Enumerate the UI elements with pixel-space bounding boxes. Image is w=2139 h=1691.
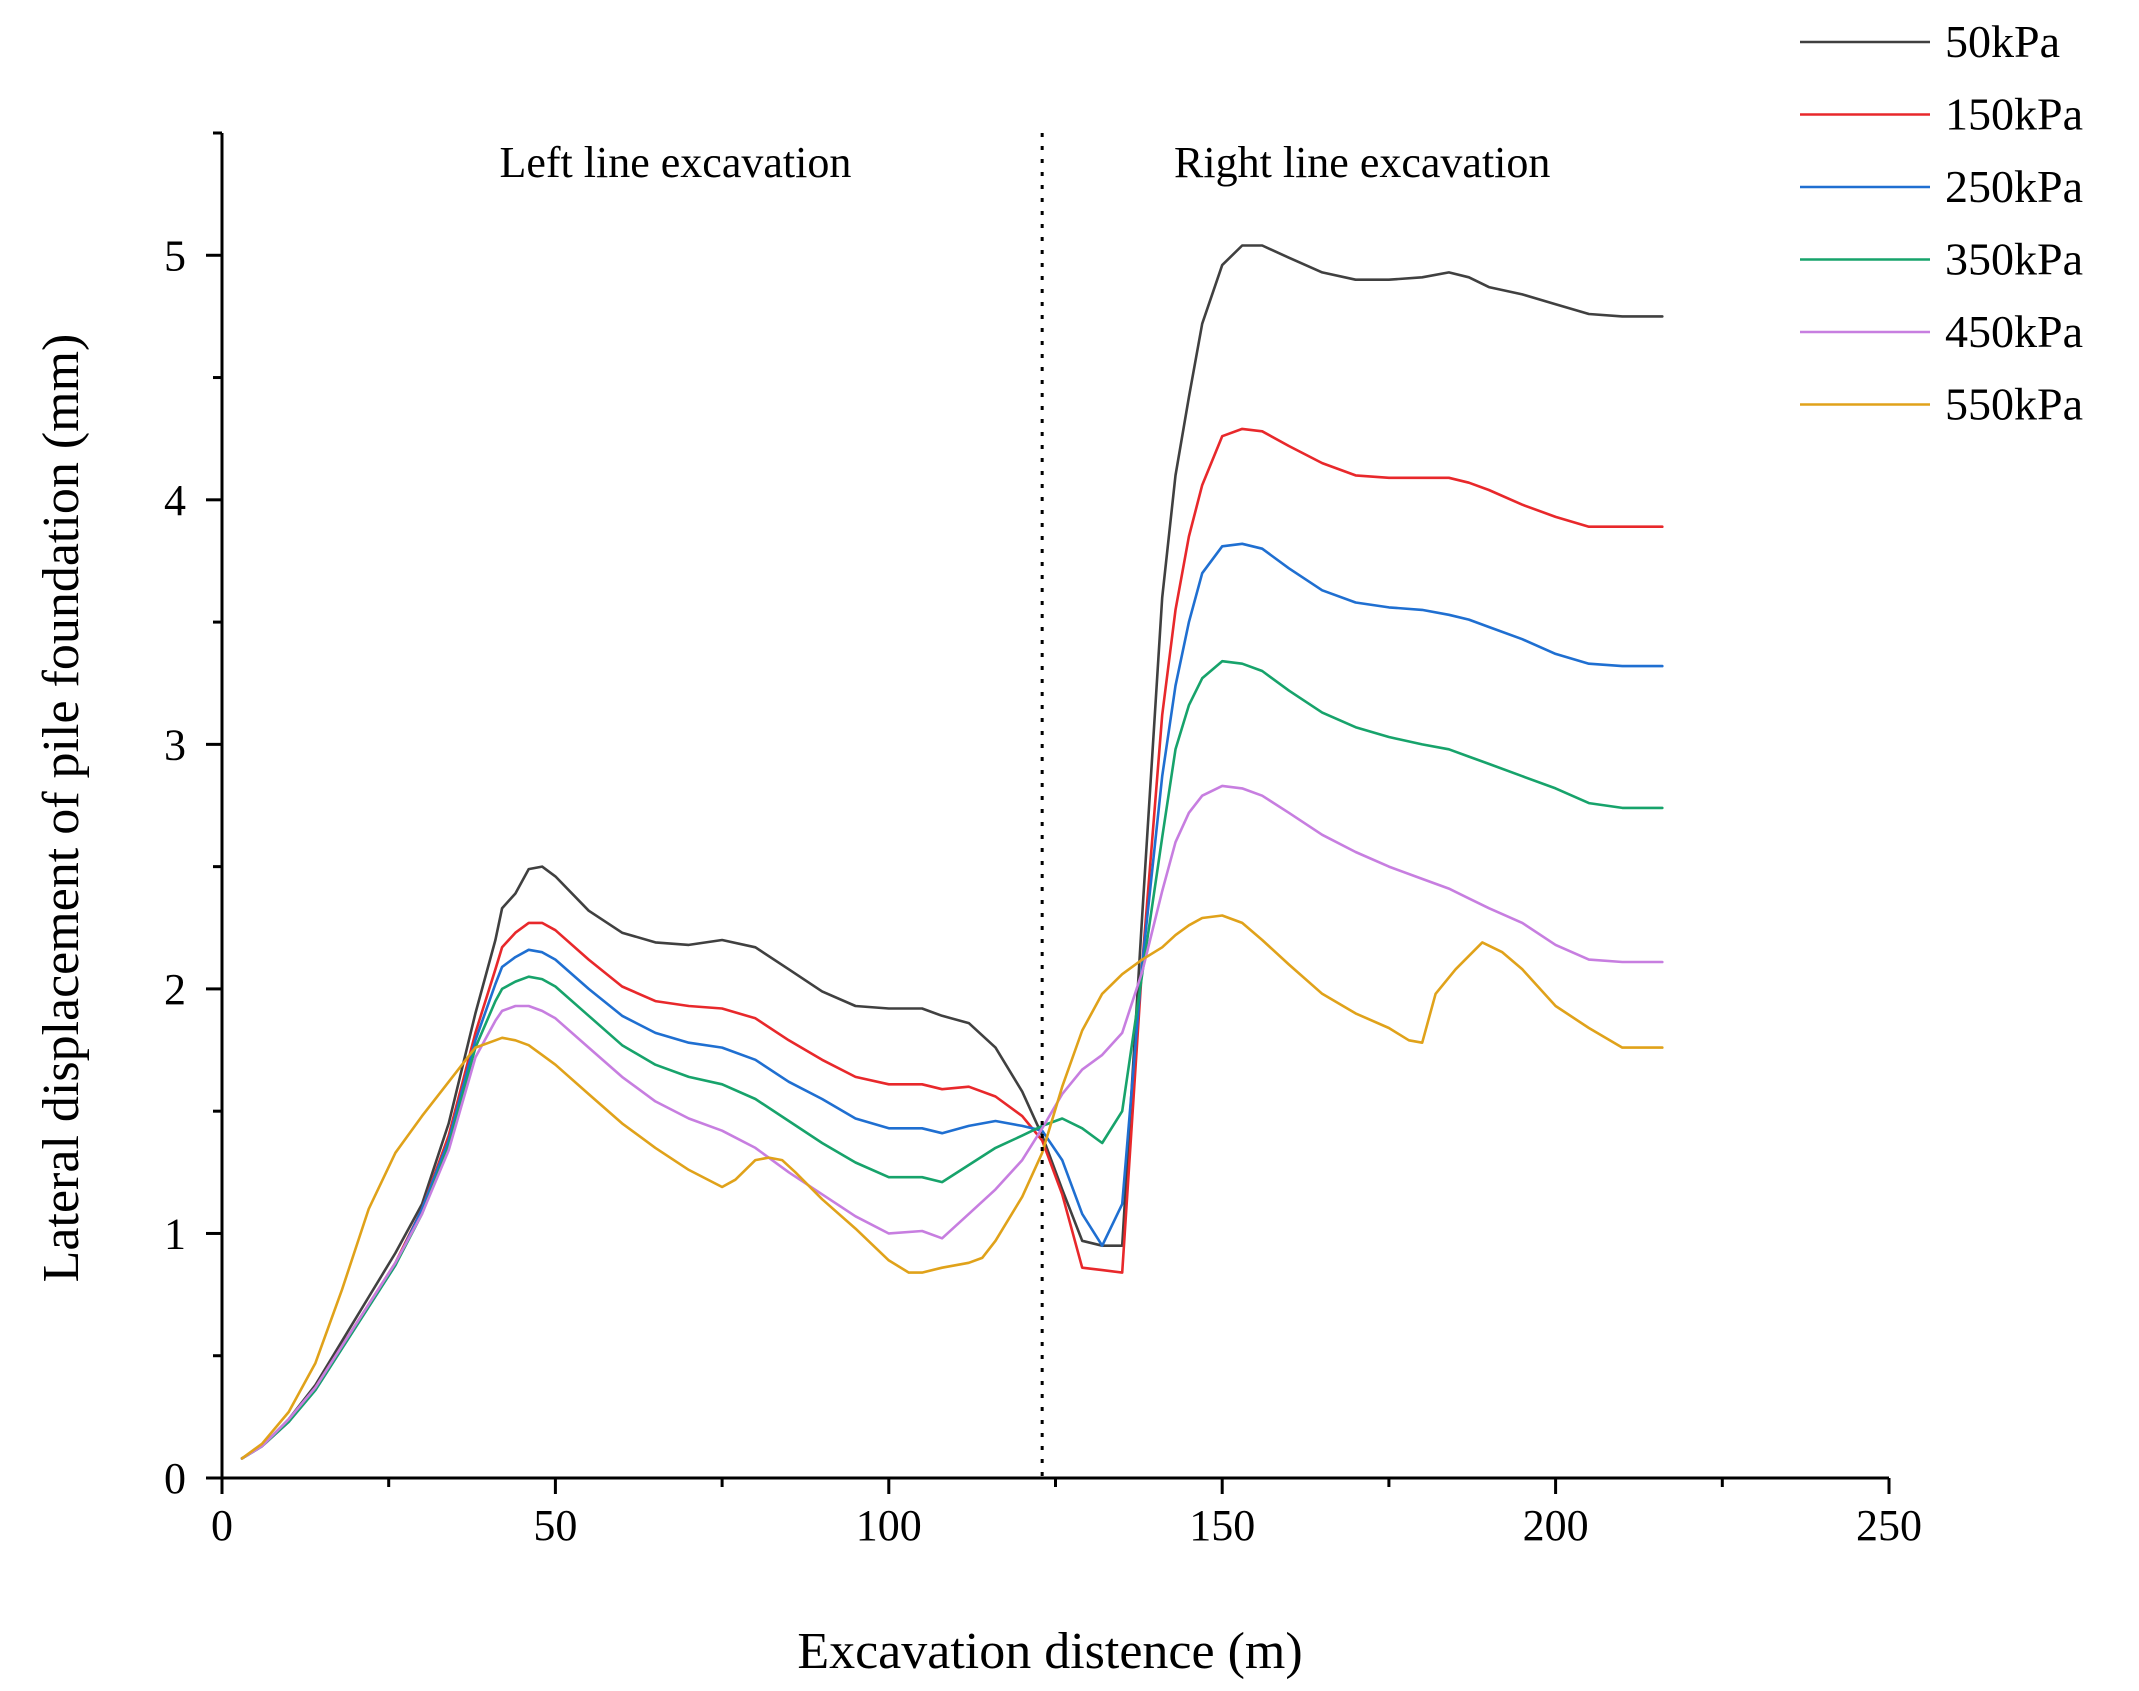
series-line-150kPa: [240, 427, 1664, 1460]
x-tick-label: 50: [533, 1501, 577, 1550]
legend: 50kPa 150kPa 250kPa 350kPa 450kPa 550kPa: [1800, 16, 2083, 430]
x-tick-label: 200: [1523, 1501, 1589, 1550]
axes: 0 50 100 150 200 250 0 1 2 3 4 5: [164, 131, 1922, 1550]
series-line-50kPa: [240, 244, 1664, 1460]
x-tick-label: 150: [1189, 1501, 1255, 1550]
x-tick-label: 100: [856, 1501, 922, 1550]
y-tick-label: 2: [164, 965, 186, 1014]
y-tick-label: 1: [164, 1209, 186, 1258]
y-tick-label: 0: [164, 1454, 186, 1503]
y-tick-label: 4: [164, 476, 186, 525]
annotation-right-line: Right line excavation: [1174, 138, 1550, 187]
legend-label-250kPa: 250kPa: [1945, 161, 2083, 212]
series-line-350kPa: [240, 659, 1664, 1460]
y-axis-title: Lateral displacement of pile foundation …: [33, 334, 90, 1283]
x-tick-label: 250: [1856, 1501, 1922, 1550]
legend-label-550kPa: 550kPa: [1945, 379, 2083, 430]
y-tick-label: 3: [164, 720, 186, 769]
legend-label-50kPa: 50kPa: [1945, 16, 2060, 67]
legend-label-150kPa: 150kPa: [1945, 89, 2083, 140]
x-tick-label: 0: [211, 1501, 233, 1550]
series-line-250kPa: [240, 542, 1664, 1460]
series-line-550kPa: [240, 914, 1664, 1460]
annotation-left-line: Left line excavation: [500, 138, 852, 187]
legend-label-350kPa: 350kPa: [1945, 234, 2083, 285]
y-tick-label: 5: [164, 231, 186, 280]
legend-label-450kPa: 450kPa: [1945, 306, 2083, 357]
series-layer: [240, 244, 1664, 1460]
x-axis-title: Excavation distence (m): [797, 1623, 1302, 1680]
